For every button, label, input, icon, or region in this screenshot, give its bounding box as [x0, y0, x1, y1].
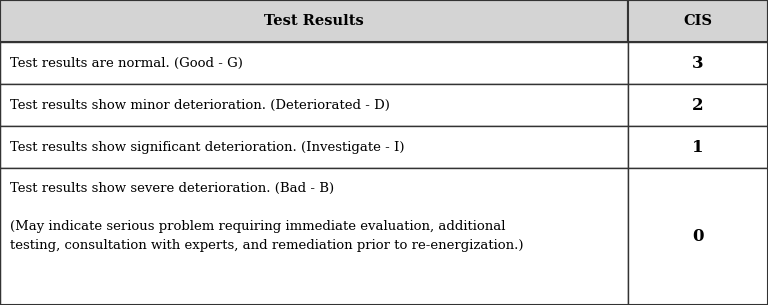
Text: 1: 1 — [693, 138, 703, 156]
Bar — [0, 84, 628, 126]
Text: Test Results: Test Results — [264, 14, 364, 28]
Bar — [628, 0, 768, 42]
Text: Test results are normal. (Good - G): Test results are normal. (Good - G) — [10, 56, 243, 70]
Bar — [0, 42, 628, 84]
Bar — [628, 84, 768, 126]
Bar — [0, 126, 628, 168]
Text: 0: 0 — [693, 228, 703, 245]
Text: Test results show significant deterioration. (Investigate - I): Test results show significant deteriorat… — [10, 141, 405, 153]
Text: Test results show minor deterioration. (Deteriorated - D): Test results show minor deterioration. (… — [10, 99, 390, 112]
Bar — [0, 0, 628, 42]
Text: 3: 3 — [692, 55, 704, 71]
Bar — [628, 168, 768, 305]
Text: CIS: CIS — [684, 14, 713, 28]
Bar — [0, 168, 628, 305]
Text: Test results show severe deterioration. (Bad - B)

(May indicate serious problem: Test results show severe deterioration. … — [10, 182, 524, 252]
Bar — [628, 42, 768, 84]
Bar — [628, 126, 768, 168]
Text: 2: 2 — [692, 96, 704, 113]
